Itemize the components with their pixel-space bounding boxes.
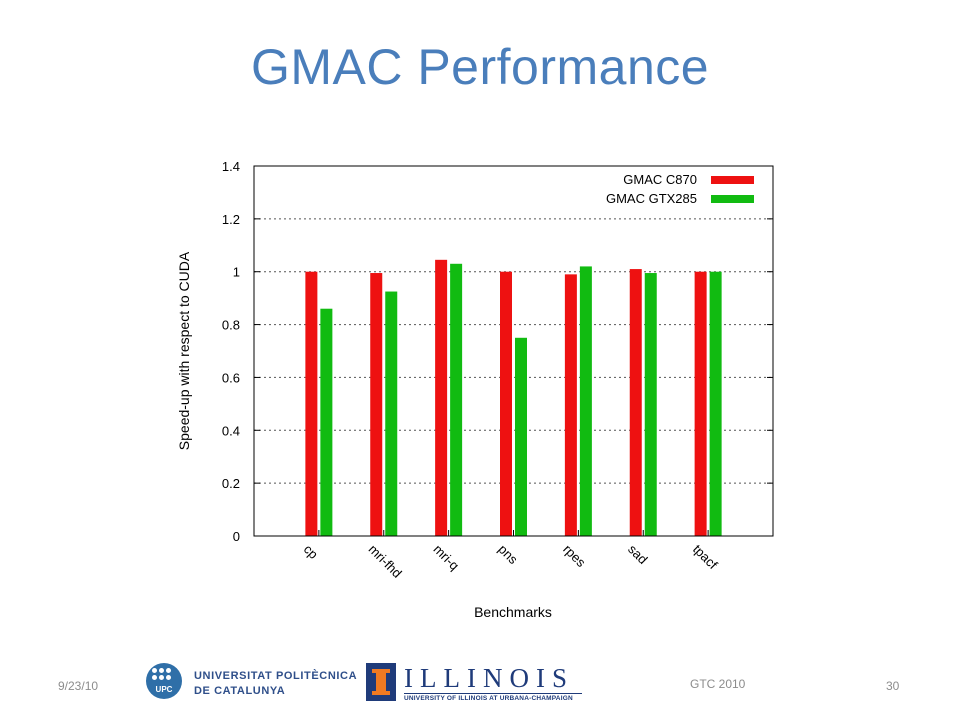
y-tick-label: 0.4	[222, 423, 240, 438]
x-axis-label: Benchmarks	[474, 604, 552, 620]
bar-mri-q-gtx285	[450, 263, 463, 536]
y-tick-label: 1.4	[222, 159, 240, 174]
bar-rpes-gtx285	[579, 266, 592, 536]
legend-label: GMAC GTX285	[606, 191, 697, 206]
bar-mri-q-c870	[435, 259, 448, 536]
bar-cp-gtx285	[320, 308, 333, 536]
x-tick-label: rpes	[560, 542, 589, 571]
plot-frame	[253, 165, 774, 537]
y-tick-label: 1.2	[222, 212, 240, 227]
illinois-logo: ILLINOIS UNIVERSITY OF ILLINOIS AT URBAN…	[366, 663, 586, 705]
illinois-rule	[404, 693, 582, 694]
bar-tpacf-gtx285	[709, 271, 722, 536]
upc-abbr: UPC	[155, 685, 173, 694]
footer-event: GTC 2010	[690, 677, 746, 691]
footer-page-number: 30	[886, 679, 900, 693]
bars	[305, 259, 722, 536]
upc-emblem-icon: UPC	[146, 663, 182, 699]
y-tick-label: 0	[233, 529, 240, 544]
legend-swatch	[711, 195, 754, 203]
y-axis-label: Speed-up with respect to CUDA	[176, 251, 192, 450]
x-tick-label: mri-q	[431, 542, 463, 574]
upc-name-line1: UNIVERSITAT POLITÈCNICA	[194, 670, 358, 682]
footer-date: 9/23/10	[58, 679, 99, 693]
x-tick-labels: cp mri-fhd mri-q pns rpes sad tpacf	[301, 542, 721, 581]
grid-lines	[254, 165, 773, 537]
x-tick-label: pns	[495, 542, 521, 568]
bar-mri-fhd-c870	[370, 273, 383, 536]
legend: GMAC C870 GMAC GTX285	[606, 172, 754, 206]
x-tick-label: tpacf	[690, 542, 721, 573]
legend-label: GMAC C870	[623, 172, 697, 187]
bar-pns-c870	[500, 271, 512, 536]
upc-name-line2: DE CATALUNYA	[194, 685, 286, 697]
legend-swatch	[711, 176, 754, 184]
y-tick-label: 0.6	[222, 370, 240, 385]
x-tick-label: mri-fhd	[366, 542, 405, 581]
illinois-block-i-icon	[366, 663, 396, 701]
bar-sad-c870	[629, 269, 642, 536]
y-tick-label: 0.8	[222, 318, 240, 333]
y-tick-label: 1	[233, 265, 240, 280]
upc-logo: UPC UNIVERSITAT POLITÈCNICA DE CATALUNYA	[146, 663, 357, 705]
slide-title: GMAC Performance	[250, 39, 710, 95]
bar-cp-c870	[305, 271, 318, 536]
bar-tpacf-c870	[694, 271, 707, 536]
y-tick-label: 0.2	[222, 476, 240, 491]
x-tick-label: sad	[625, 542, 650, 567]
x-tick-label: cp	[301, 542, 321, 562]
bar-pns-gtx285	[515, 337, 527, 536]
bar-mri-fhd-gtx285	[385, 291, 398, 536]
y-tick-labels: 0 0.2 0.4 0.6 0.8 1 1.2 1.4	[222, 159, 240, 544]
bar-rpes-c870	[564, 274, 577, 536]
illinois-wordmark: ILLINOIS	[404, 663, 574, 693]
illinois-subtitle: UNIVERSITY OF ILLINOIS AT URBANA-CHAMPAI…	[404, 695, 573, 702]
bar-sad-gtx285	[644, 273, 657, 536]
